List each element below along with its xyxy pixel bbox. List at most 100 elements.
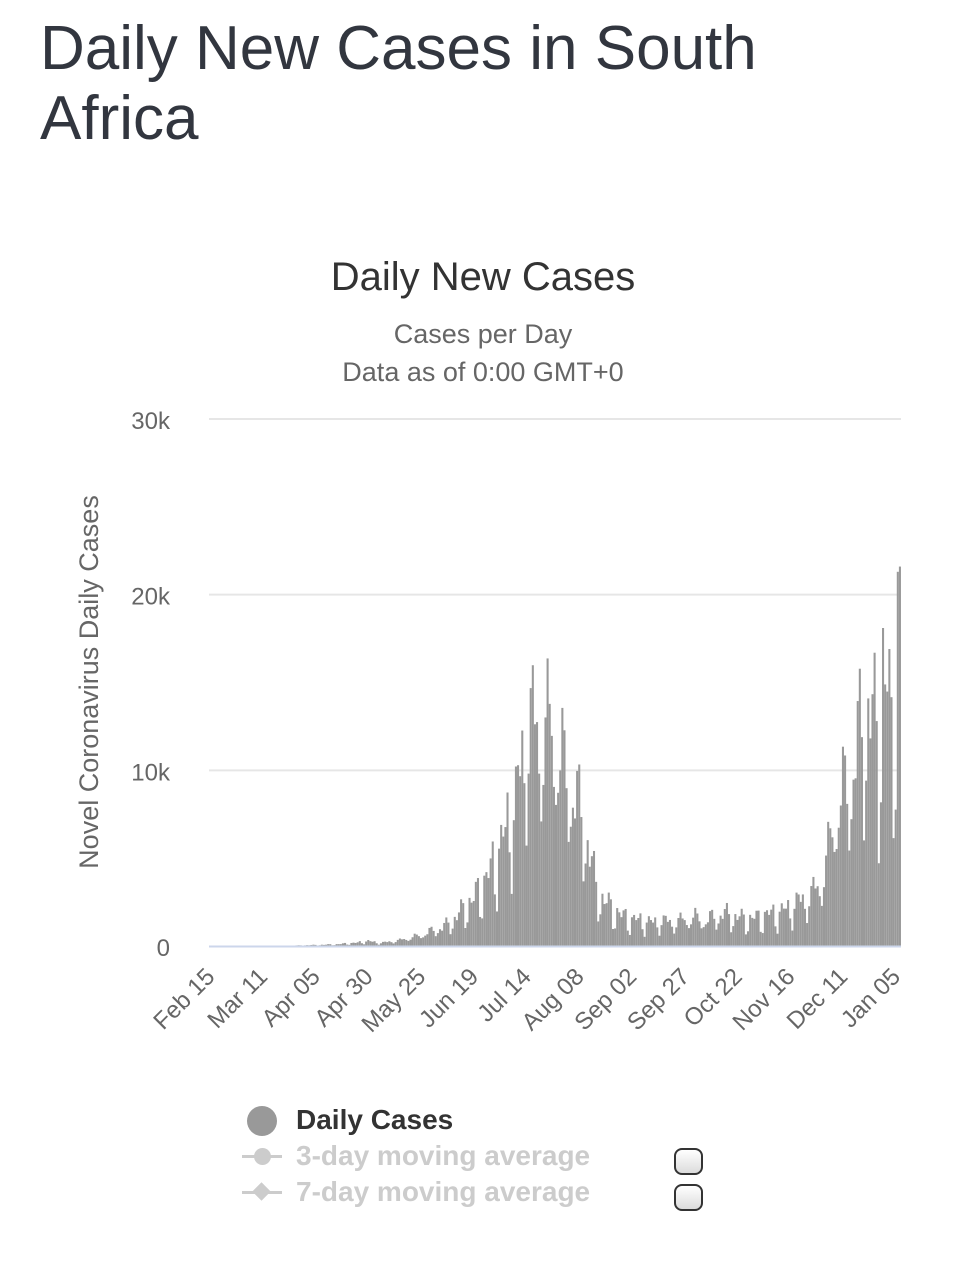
bar[interactable] <box>839 805 842 947</box>
bar[interactable] <box>607 892 610 946</box>
bar[interactable] <box>763 911 766 946</box>
bar[interactable] <box>780 903 783 946</box>
bar[interactable] <box>614 928 617 946</box>
bar[interactable] <box>451 928 454 946</box>
bar[interactable] <box>445 917 448 946</box>
bar[interactable] <box>542 784 545 946</box>
bar[interactable] <box>700 928 703 946</box>
bar[interactable] <box>531 665 534 946</box>
bar[interactable] <box>877 863 880 946</box>
bar[interactable] <box>417 936 420 946</box>
bar[interactable] <box>835 849 838 946</box>
bar[interactable] <box>730 932 733 946</box>
bar[interactable] <box>470 902 473 946</box>
bar[interactable] <box>871 694 874 946</box>
bar[interactable] <box>466 922 469 946</box>
bar[interactable] <box>803 908 807 946</box>
toggle-7-day-average-checkbox[interactable] <box>674 1184 703 1211</box>
bar[interactable] <box>525 845 528 946</box>
bar[interactable] <box>825 855 828 946</box>
bar[interactable] <box>424 935 427 946</box>
bar[interactable] <box>679 912 682 946</box>
bar[interactable] <box>595 881 598 946</box>
bar[interactable] <box>852 779 855 946</box>
bar[interactable] <box>725 902 728 946</box>
bar[interactable] <box>681 918 684 946</box>
bar[interactable] <box>394 942 397 946</box>
bar[interactable] <box>879 802 882 946</box>
bar[interactable] <box>633 914 636 946</box>
bar[interactable] <box>460 899 463 946</box>
bar[interactable] <box>544 717 547 946</box>
bar[interactable] <box>713 918 716 946</box>
bar[interactable] <box>400 939 404 946</box>
bar[interactable] <box>719 915 722 946</box>
bar[interactable] <box>652 922 655 946</box>
bar[interactable] <box>584 863 587 946</box>
bar[interactable] <box>432 930 435 946</box>
bar[interactable] <box>312 944 315 946</box>
bar[interactable] <box>485 872 488 946</box>
bar[interactable] <box>573 818 577 946</box>
bar[interactable] <box>491 841 494 946</box>
bar[interactable] <box>639 913 642 946</box>
bar[interactable] <box>882 628 885 946</box>
bar[interactable] <box>772 904 775 946</box>
bar[interactable] <box>624 908 627 946</box>
bar[interactable] <box>675 927 678 946</box>
bar[interactable] <box>774 926 777 946</box>
bar[interactable] <box>550 735 553 946</box>
bar[interactable] <box>854 778 857 946</box>
bar[interactable] <box>886 691 889 946</box>
bar[interactable] <box>538 773 541 946</box>
bar[interactable] <box>358 941 361 946</box>
bar[interactable] <box>468 897 471 946</box>
bar[interactable] <box>732 926 735 946</box>
bar[interactable] <box>717 923 720 946</box>
bar[interactable] <box>576 770 579 946</box>
bar[interactable] <box>641 929 644 946</box>
bar[interactable] <box>814 888 817 946</box>
bar[interactable] <box>833 851 836 946</box>
bar[interactable] <box>654 917 657 946</box>
bar[interactable] <box>409 939 412 946</box>
bar[interactable] <box>453 916 456 946</box>
bar[interactable] <box>860 737 863 946</box>
bar[interactable] <box>820 905 823 946</box>
bar[interactable] <box>314 944 317 946</box>
bar[interactable] <box>489 858 492 946</box>
bar[interactable] <box>704 924 707 946</box>
bar[interactable] <box>690 924 693 946</box>
bar[interactable] <box>746 931 750 946</box>
bar[interactable] <box>428 927 431 946</box>
bar[interactable] <box>346 944 349 946</box>
bar[interactable] <box>403 939 406 946</box>
bar[interactable] <box>479 916 482 946</box>
bar[interactable] <box>510 893 513 946</box>
bar[interactable] <box>888 649 891 946</box>
bar[interactable] <box>419 938 423 946</box>
bar[interactable] <box>325 944 328 946</box>
bar[interactable] <box>411 937 414 946</box>
bar[interactable] <box>894 809 897 946</box>
bar[interactable] <box>635 920 638 946</box>
bar[interactable] <box>721 918 724 946</box>
bar[interactable] <box>841 746 844 946</box>
bar[interactable] <box>335 944 338 946</box>
legend-item-daily-cases[interactable]: Daily Cases <box>238 1103 453 1137</box>
bar[interactable] <box>692 917 695 946</box>
bar[interactable] <box>561 707 564 946</box>
bar[interactable] <box>462 903 465 946</box>
bar[interactable] <box>599 914 602 946</box>
bar[interactable] <box>757 910 760 946</box>
bar[interactable] <box>384 941 387 946</box>
bar[interactable] <box>569 826 572 946</box>
toggle-3-day-average-checkbox[interactable] <box>674 1148 703 1175</box>
bar[interactable] <box>630 917 634 946</box>
bar[interactable] <box>457 912 461 946</box>
bar[interactable] <box>483 875 486 946</box>
bar[interactable] <box>668 919 671 946</box>
bar[interactable] <box>329 944 332 946</box>
bar[interactable] <box>759 931 762 946</box>
bar[interactable] <box>749 914 752 946</box>
